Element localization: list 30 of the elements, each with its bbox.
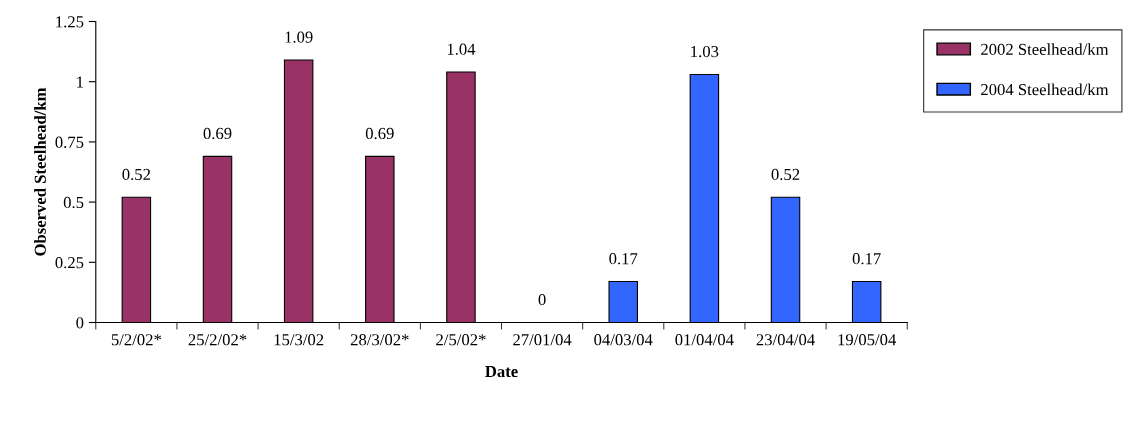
x-tick-label: 15/3/02 xyxy=(274,334,324,346)
x-tick-label: 28/3/02* xyxy=(350,334,409,346)
x-tick-label: 01/04/04 xyxy=(675,334,734,346)
x-tick-label: 19/05/04 xyxy=(838,334,897,346)
x-tick-label: 23/04/04 xyxy=(756,334,815,346)
y-tick-label: 0.5 xyxy=(63,196,84,209)
legend-label: 2004 Steelhead/km xyxy=(981,83,1109,96)
x-tick-label: 27/01/04 xyxy=(513,334,572,346)
legend-label: 2002 Steelhead/km xyxy=(981,43,1109,55)
y-tick-label: 0 xyxy=(76,317,84,329)
y-tick-label: 0.25 xyxy=(55,257,84,269)
data-label: 1.09 xyxy=(285,31,313,43)
y-tick-label: 1.25 xyxy=(56,16,84,28)
data-label: 1.04 xyxy=(447,43,476,55)
y-tick-label: 1 xyxy=(77,76,83,88)
x-tick-label: 25/2/02* xyxy=(188,334,247,346)
x-tick-label: 5/2/02* xyxy=(111,334,162,346)
data-label: 0.52 xyxy=(122,168,151,181)
y-tick-label: 0.75 xyxy=(55,136,84,148)
data-label: 0.69 xyxy=(203,127,232,140)
data-label: 0.17 xyxy=(609,253,638,265)
x-tick-label: 2/5/02* xyxy=(436,334,486,346)
y-axis-title: Observed Steelhead/km xyxy=(34,87,46,256)
data-label: 1.03 xyxy=(691,45,719,58)
x-axis-title: Date xyxy=(485,366,518,378)
data-label: 0.69 xyxy=(365,127,394,140)
x-tick-label: 04/03/04 xyxy=(594,334,653,346)
data-label: 0 xyxy=(538,293,546,306)
data-label: 0.52 xyxy=(771,168,800,181)
data-label: 0.17 xyxy=(852,253,881,265)
